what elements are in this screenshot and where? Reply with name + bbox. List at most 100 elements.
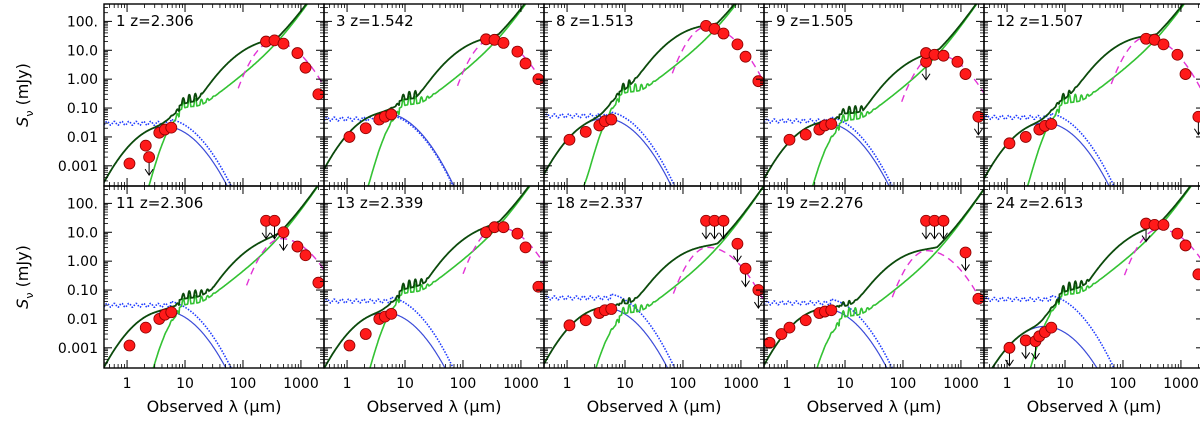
photometry-point — [511, 227, 524, 240]
photometry-point — [165, 121, 178, 134]
starburst-template-curve — [152, 186, 319, 368]
x-tick-label: 100 — [230, 376, 257, 392]
photometry-point — [825, 118, 838, 130]
x-tick-label: 1 — [123, 376, 132, 392]
plot-area — [764, 4, 984, 186]
cold-dust-curve — [245, 238, 324, 286]
upper-limit-arrowhead — [719, 232, 728, 240]
upper-limit-arrowhead — [261, 232, 271, 240]
upper-limit-arrowhead — [701, 232, 711, 240]
x-tick-label: 100 — [450, 376, 477, 392]
photometry-point — [497, 221, 510, 234]
upper-limit — [700, 214, 712, 240]
photometry-point — [799, 314, 812, 327]
total-model-curve — [324, 186, 531, 368]
upper-limit — [268, 214, 281, 240]
photometry-point — [731, 38, 744, 51]
stellar-component-curve — [104, 125, 228, 186]
x-tick-label: 10 — [396, 376, 414, 392]
y-tick-label: 100. — [67, 14, 98, 30]
y-tick-label: 100. — [67, 196, 98, 212]
plot-area — [104, 186, 324, 368]
starburst-template-curve — [595, 186, 764, 368]
upper-limit-arrowhead — [961, 264, 970, 272]
photometry-point — [563, 133, 576, 146]
upper-limit-point — [717, 214, 730, 227]
panel-13: 13 z=2.339 — [323, 185, 545, 369]
cold-dust-curve — [672, 246, 764, 302]
x-tick-label: 100 — [670, 376, 697, 392]
photometry-point — [783, 321, 796, 334]
panel-11: 11 z=2.306 — [103, 185, 325, 369]
photometry-point — [385, 307, 398, 320]
panel-label: 8 z=1.513 — [556, 12, 634, 30]
upper-limit-arrowhead — [733, 255, 742, 263]
x-tick-label: 1000 — [1163, 376, 1199, 392]
upper-limit-arrowhead — [144, 168, 154, 177]
photometry-point — [511, 45, 524, 58]
upper-limit — [937, 214, 950, 240]
photometry-point — [497, 37, 510, 49]
upper-limit — [920, 214, 932, 240]
upper-limit-arrowhead — [741, 280, 750, 288]
photometry-point — [385, 108, 398, 121]
photometry-point — [123, 339, 136, 352]
photometry-point — [1171, 48, 1184, 61]
x-tick-label: 10 — [616, 376, 634, 392]
photometry-point — [519, 241, 532, 254]
photometry-point — [139, 139, 152, 152]
total-model-curve — [544, 4, 736, 175]
upper-limit-point — [731, 237, 744, 250]
x-axis-title: Observed λ (μm) — [147, 397, 282, 416]
upper-limit — [959, 246, 972, 272]
y-tick-label: 1.00 — [67, 254, 98, 270]
upper-limit-point — [937, 214, 950, 227]
panel-24: 24 z=2.613 — [983, 185, 1200, 369]
total-model-curve — [764, 188, 984, 366]
x-axis-title: Observed λ (μm) — [367, 397, 502, 416]
plot-area — [324, 4, 544, 186]
y-tick-label: 0.10 — [67, 101, 98, 117]
plot-area — [984, 4, 1200, 186]
upper-limit-arrowhead — [753, 301, 763, 309]
photometry-point — [277, 37, 290, 50]
panel-grid: 1 z=2.306 3 z=1.542 8 z=1.513 9 z=1.505 12 z… — [103, 3, 1200, 369]
photometry-point — [752, 75, 764, 88]
photometry-point — [1157, 38, 1170, 51]
photometry-point — [739, 50, 752, 63]
photometry-point — [532, 280, 544, 293]
photometry-point — [825, 304, 838, 317]
cold-dust-curve — [1123, 228, 1200, 276]
upper-limit-arrowhead — [1021, 352, 1031, 360]
plot-area — [984, 186, 1200, 368]
starburst-template-curve — [148, 4, 309, 186]
panel-label: 13 z=2.339 — [336, 194, 423, 212]
upper-limit-point — [143, 151, 155, 164]
photometry-point — [1192, 268, 1200, 281]
total-model-curve — [544, 186, 764, 365]
photometry-point — [605, 303, 618, 315]
panel-label: 11 z=2.306 — [116, 194, 203, 212]
upper-limit-arrowhead — [939, 232, 948, 240]
upper-limit-arrowhead — [1031, 352, 1040, 361]
stellar-template-dotted — [104, 300, 232, 368]
x-axis-title: Observed λ (μm) — [1027, 397, 1162, 416]
panel-frame — [103, 185, 325, 369]
y-axis-title: Sν (mJy) — [13, 63, 36, 127]
photometry-point — [359, 122, 372, 135]
photometry-point — [139, 321, 152, 334]
photometry-point — [165, 306, 178, 319]
y-tick-label: 0.01 — [67, 130, 98, 146]
photometry-point — [1157, 219, 1170, 231]
starburst-template-curve — [1029, 186, 1193, 368]
plot-area — [104, 4, 324, 186]
photometry-point — [1019, 131, 1032, 143]
starburst-template-curve — [369, 186, 531, 368]
y-tick-label: 0.10 — [67, 283, 98, 299]
upper-limit-point — [959, 246, 972, 259]
upper-limit-arrowhead — [710, 232, 719, 240]
photometry-point — [312, 276, 324, 289]
upper-limit-point — [739, 262, 752, 275]
upper-limit — [1003, 341, 1016, 367]
y-axis-labels: 0.001 0.01 0.10 1.00 10.0 100. Sν (mJy) 0.001 0.… — [13, 14, 98, 356]
